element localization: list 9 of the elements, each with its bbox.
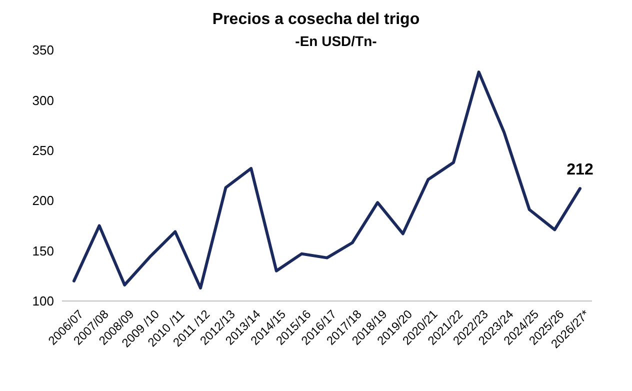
y-tick-label: 350 (32, 42, 54, 58)
y-tick-label: 100 (32, 294, 54, 309)
data-label: 212 (566, 162, 594, 179)
y-tick-label: 300 (32, 92, 54, 108)
y-tick-label: 200 (32, 193, 54, 208)
y-tick-label: 150 (32, 243, 54, 258)
y-tick-label: 250 (32, 142, 54, 158)
chart-title: Precios a cosecha del trigo (212, 11, 420, 28)
chart-subtitle: -En USD/Tn- (295, 33, 378, 49)
